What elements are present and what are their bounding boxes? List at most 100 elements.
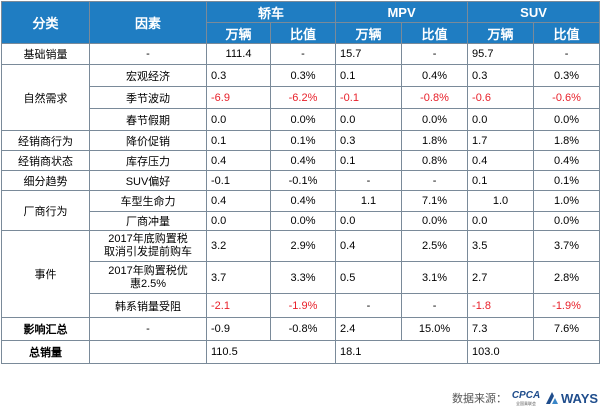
mpv-units: - <box>335 293 403 318</box>
row-category: 事件 <box>1 230 90 318</box>
car-units: -6.9 <box>206 86 271 109</box>
row-factor: - <box>89 43 207 65</box>
mpv-units: 15.7 <box>335 43 403 65</box>
header-mpv-ratio: 比值 <box>401 22 469 44</box>
table-row: 春节假期 0.0 0.0% 0.0 0.0% 0.0 0.0% <box>2 108 601 131</box>
car-units: 0.0 <box>206 108 271 131</box>
mpv-ratio: -0.8% <box>401 86 469 109</box>
mpv-units: 0.5 <box>335 261 403 294</box>
row-factor: 韩系销量受阻 <box>89 293 207 318</box>
table-row: 事件 2017年底购置税 取消引发提前购车 3.2 2.9% 0.4 2.5% … <box>1 230 601 318</box>
sales-factor-table: 分类 因素 轿车 MPV SUV 万辆 比值 万辆 比值 万辆 比值 基础销量 … <box>1 1 601 364</box>
header-car: 轿车 <box>205 1 337 23</box>
row-factor: 宏观经济 <box>89 64 207 87</box>
car-units: -0.9 <box>206 317 271 341</box>
mpv-ratio: 0.0% <box>401 211 469 231</box>
header-suv-units: 万辆 <box>467 22 535 44</box>
car-units: 3.2 <box>206 230 271 262</box>
mpv-ratio: - <box>401 43 469 65</box>
car-ratio: -1.9% <box>269 293 337 318</box>
table-row: 细分趋势 SUV偏好 -0.1 -0.1% - - 0.1 0.1% <box>1 170 601 191</box>
row-factor: 春节假期 <box>89 108 207 131</box>
mpv-units: - <box>335 170 403 191</box>
mpv-units: 0.1 <box>335 64 403 87</box>
car-units: 0.1 <box>206 130 271 151</box>
row-factor-line2: 惠2.5% <box>129 277 167 290</box>
car-ratio: 0.3% <box>269 64 337 87</box>
table-row: 影响汇总 - -0.9 -0.8% 2.4 15.0% 7.3 7.6% <box>1 317 601 341</box>
suv-ratio: 0.4% <box>533 150 601 171</box>
ways-logo: WAYS <box>545 391 598 406</box>
car-ratio: 0.4% <box>269 150 337 171</box>
header-row-2: 万辆 比值 万辆 比值 万辆 比值 <box>2 22 601 44</box>
suv-ratio: 2.8% <box>533 261 601 294</box>
car-ratio: 0.0% <box>269 108 337 131</box>
car-ratio: 2.9% <box>269 230 337 262</box>
row-category: 基础销量 <box>1 43 90 65</box>
header-suv: SUV <box>467 1 601 23</box>
header-factor: 因素 <box>89 1 207 44</box>
table-row: 经销商状态 库存压力 0.4 0.4% 0.1 0.8% 0.4 0.4% <box>1 150 601 171</box>
car-ratio: 0.0% <box>269 211 337 231</box>
mpv-ratio: 15.0% <box>401 317 469 341</box>
row-category: 厂商行为 <box>1 190 90 231</box>
mpv-total: 18.1 <box>335 340 469 364</box>
mpv-units: 0.0 <box>335 211 403 231</box>
car-units: 0.4 <box>206 150 271 171</box>
row-category: 细分趋势 <box>1 170 90 191</box>
row-factor-line1: 2017年购置税优 <box>108 264 188 277</box>
suv-ratio: - <box>533 43 601 65</box>
car-ratio: 0.1% <box>269 130 337 151</box>
car-units: 0.4 <box>206 190 271 212</box>
suv-units: 2.7 <box>467 261 535 294</box>
table-row: 厂商冲量 0.0 0.0% 0.0 0.0% 0.0 0.0% <box>2 211 601 231</box>
suv-ratio: 7.6% <box>533 317 601 341</box>
suv-ratio: 3.7% <box>533 230 601 262</box>
suv-ratio: 0.3% <box>533 64 601 87</box>
row-factor: 2017年购置税优 惠2.5% <box>89 261 207 294</box>
row-factor: 季节波动 <box>89 86 207 109</box>
suv-units: 0.1 <box>467 170 535 191</box>
suv-ratio: 0.0% <box>533 211 601 231</box>
table-row: 经销商行为 降价促销 0.1 0.1% 0.3 1.8% 1.7 1.8% <box>1 130 601 151</box>
car-ratio: 3.3% <box>269 261 337 294</box>
suv-units: 0.4 <box>467 150 535 171</box>
row-factor: SUV偏好 <box>89 170 207 191</box>
ways-logo-mark-icon <box>546 392 558 404</box>
row-factor: 库存压力 <box>89 150 207 171</box>
row-category: 影响汇总 <box>1 317 90 341</box>
car-units: 111.4 <box>206 43 271 65</box>
source-label: 数据来源： <box>452 393 507 405</box>
car-units: 0.3 <box>206 64 271 87</box>
mpv-ratio: 7.1% <box>401 190 469 212</box>
car-units: -2.1 <box>206 293 271 318</box>
suv-units: 7.3 <box>467 317 535 341</box>
suv-total: 103.0 <box>467 340 601 364</box>
suv-units: -1.8 <box>467 293 535 318</box>
suv-ratio: 1.8% <box>533 130 601 151</box>
suv-units: -0.6 <box>467 86 535 109</box>
mpv-units: 0.3 <box>335 130 403 151</box>
suv-ratio: 1.0% <box>533 190 601 212</box>
mpv-units: 1.1 <box>335 190 403 212</box>
suv-units: 0.0 <box>467 108 535 131</box>
car-units: 0.0 <box>206 211 271 231</box>
table-row: 季节波动 -6.9 -6.2% -0.1 -0.8% -0.6 -0.6% <box>2 86 601 109</box>
ways-logo-text: WAYS <box>561 390 599 406</box>
row-factor: - <box>89 317 207 341</box>
header-mpv-units: 万辆 <box>335 22 403 44</box>
suv-ratio: -0.6% <box>533 86 601 109</box>
mpv-ratio: 2.5% <box>401 230 469 262</box>
mpv-ratio: - <box>401 170 469 191</box>
suv-units: 0.0 <box>467 211 535 231</box>
row-factor: 2017年底购置税 取消引发提前购车 <box>89 230 207 262</box>
row-category: 经销商行为 <box>1 130 90 151</box>
cpca-logo-subtext: 全国乘联会 <box>516 400 536 406</box>
cpca-logo: CPCA 全国乘联会 <box>511 389 541 407</box>
car-units: 3.7 <box>206 261 271 294</box>
header-row-1: 分类 因素 轿车 MPV SUV <box>1 1 601 44</box>
car-ratio: - <box>269 43 337 65</box>
table-row: 韩系销量受阻 -2.1 -1.9% - - -1.8 -1.9% <box>2 293 601 318</box>
car-units: -0.1 <box>206 170 271 191</box>
suv-units: 1.7 <box>467 130 535 151</box>
